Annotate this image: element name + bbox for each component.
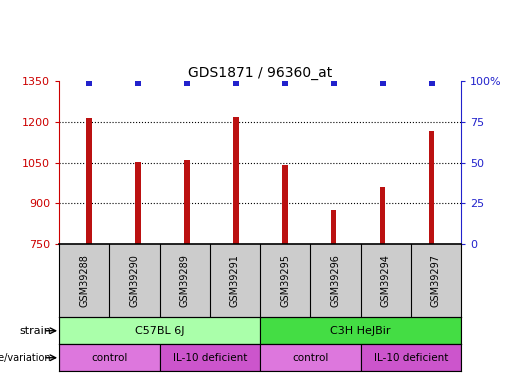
- Bar: [85, 118, 92, 244]
- Text: GSM39288: GSM39288: [79, 254, 89, 307]
- Title: GDS1871 / 96360_at: GDS1871 / 96360_at: [188, 66, 332, 80]
- Text: GSM39289: GSM39289: [180, 254, 190, 307]
- Bar: [260, 344, 360, 371]
- Text: C57BL 6J: C57BL 6J: [135, 326, 184, 336]
- Text: genotype/variation: genotype/variation: [0, 353, 51, 363]
- Bar: [160, 344, 260, 371]
- Text: GSM39291: GSM39291: [230, 254, 240, 307]
- Text: strain: strain: [20, 326, 51, 336]
- Text: GSM39290: GSM39290: [130, 254, 140, 307]
- Bar: [428, 131, 435, 244]
- Bar: [380, 187, 386, 244]
- Bar: [134, 162, 141, 244]
- Text: control: control: [292, 353, 329, 363]
- Text: IL-10 deficient: IL-10 deficient: [373, 353, 448, 363]
- Bar: [233, 117, 238, 244]
- Bar: [184, 160, 190, 244]
- Text: GSM39294: GSM39294: [381, 254, 390, 307]
- Bar: [360, 344, 461, 371]
- Bar: [59, 344, 160, 371]
- Text: control: control: [91, 353, 128, 363]
- Text: GSM39297: GSM39297: [431, 254, 441, 307]
- Text: GSM39295: GSM39295: [280, 254, 290, 307]
- Text: IL-10 deficient: IL-10 deficient: [173, 353, 247, 363]
- Bar: [331, 210, 336, 244]
- Bar: [260, 317, 461, 344]
- Text: C3H HeJBir: C3H HeJBir: [330, 326, 391, 336]
- Text: GSM39296: GSM39296: [331, 254, 340, 307]
- Bar: [282, 165, 287, 244]
- Bar: [59, 317, 260, 344]
